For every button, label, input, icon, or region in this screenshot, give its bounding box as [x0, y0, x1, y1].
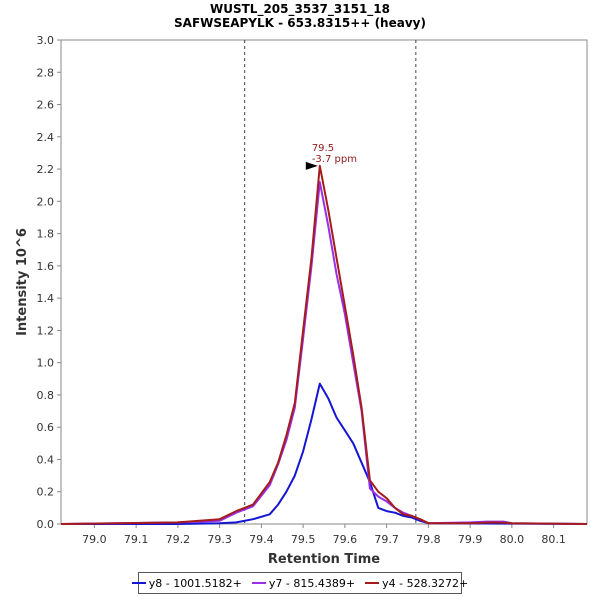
y-tick-label: 2.4 [37, 131, 55, 144]
x-tick-label: 79.0 [82, 533, 107, 546]
y-tick-label: 2.2 [37, 163, 55, 176]
y-tick-label: 2.8 [37, 66, 55, 79]
x-tick-label: 80.0 [500, 533, 525, 546]
y-tick-label: 1.8 [37, 228, 55, 241]
y-tick-label: 1.0 [37, 357, 55, 370]
legend-swatch [131, 582, 146, 584]
y-axis-label: Intensity 10^6 [15, 228, 30, 336]
chart-subtitle: SAFWSEAPYLK - 653.8315++ (heavy) [174, 16, 426, 30]
series-group [60, 164, 588, 525]
y-tick-label: 2.0 [37, 195, 55, 208]
legend-swatch [251, 582, 266, 584]
legend-label: y8 - 1001.5182+ [148, 576, 242, 590]
y-tick-label: 0.6 [37, 421, 55, 434]
legend: y8 - 1001.5182+ y7 - 815.4389+ y4 - 528.32… [131, 572, 468, 594]
plot-area [60, 39, 588, 525]
legend-item: y7 - 815.4389+ [251, 576, 356, 590]
legend-item: y8 - 1001.5182+ [131, 576, 242, 590]
y-tick-label: 0.4 [37, 453, 55, 466]
x-tick-label: 80.1 [541, 533, 566, 546]
y-tick-label: 3.0 [37, 34, 55, 47]
series-line-1 [61, 382, 588, 525]
x-tick-label: 79.3 [207, 533, 232, 546]
y-tick-label: 1.2 [37, 324, 55, 337]
x-tick-label: 79.5 [291, 533, 316, 546]
series-line-3 [60, 164, 588, 525]
x-tick-label: 79.4 [249, 533, 274, 546]
x-tick-label: 79.9 [458, 533, 483, 546]
y-axis: 0.0 0.2 0.4 0.6 0.8 1.0 1.2 1.4 1.6 1.8 2.0 2.2 2.4 2… [37, 34, 61, 531]
y-tick-label: 0.2 [37, 486, 55, 499]
x-tick-label: 79.7 [374, 533, 399, 546]
legend-label: y4 - 528.3272+ [382, 576, 469, 590]
x-axis: 79.0 79.1 79.2 79.3 79.4 79.5 79.6 79.7 79.8 79.9… [82, 524, 566, 546]
x-tick-label: 79.2 [166, 533, 191, 546]
x-tick-label: 79.6 [333, 533, 358, 546]
x-tick-label: 79.8 [416, 533, 441, 546]
y-tick-label: 1.6 [37, 260, 55, 273]
y-tick-label: 2.6 [37, 99, 55, 112]
x-tick-label: 79.1 [124, 533, 149, 546]
legend-swatch [365, 582, 380, 584]
peak-ppm-label: -3.7 ppm [312, 154, 357, 165]
y-tick-label: 0.0 [37, 518, 55, 531]
peak-marker-arrow [305, 161, 318, 170]
peak-retention-label: 79.5 [312, 143, 334, 154]
y-tick-label: 0.8 [37, 389, 55, 402]
x-axis-label: Retention Time [268, 552, 380, 567]
y-tick-label: 1.4 [37, 292, 55, 305]
chart-title: WUSTL_205_3537_3151_18 [210, 2, 390, 17]
legend-item: y4 - 528.3272+ [365, 577, 468, 590]
legend-label: y7 - 815.4389+ [268, 576, 356, 590]
